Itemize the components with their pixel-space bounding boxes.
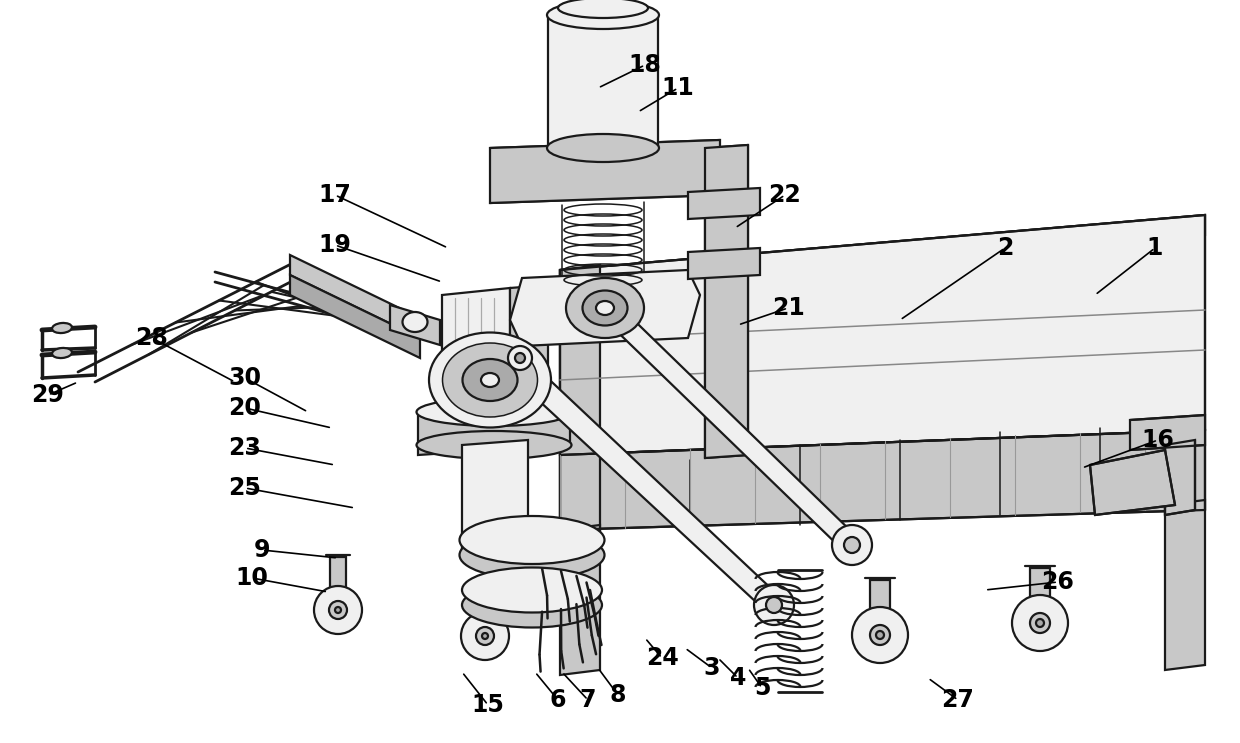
Ellipse shape [417,431,572,459]
Text: 26: 26 [1042,570,1074,594]
Text: 3: 3 [704,656,720,680]
Circle shape [1035,619,1044,627]
Polygon shape [688,248,760,279]
Polygon shape [1030,568,1050,603]
Text: 21: 21 [771,296,805,320]
Text: 6: 6 [549,688,567,712]
Polygon shape [560,265,600,535]
Text: 18: 18 [629,53,661,77]
Ellipse shape [481,373,498,387]
Ellipse shape [558,0,649,18]
Circle shape [754,585,794,625]
Ellipse shape [463,583,601,628]
Text: 24: 24 [646,646,678,670]
Polygon shape [477,583,494,615]
Ellipse shape [460,516,605,564]
Text: 25: 25 [228,476,262,500]
Ellipse shape [583,291,627,325]
Text: 2: 2 [997,236,1013,260]
Text: 17: 17 [319,183,351,207]
Polygon shape [418,402,570,455]
Polygon shape [1130,415,1205,450]
Text: 11: 11 [662,76,694,100]
Polygon shape [560,215,1205,290]
Circle shape [461,612,508,660]
Text: 19: 19 [319,233,351,257]
Text: 9: 9 [254,538,270,562]
Ellipse shape [463,359,517,401]
Text: 10: 10 [236,566,268,590]
Polygon shape [510,285,548,420]
Text: 27: 27 [941,688,975,712]
Circle shape [476,627,494,645]
Ellipse shape [463,568,601,612]
Polygon shape [290,275,420,358]
Polygon shape [290,255,420,338]
Polygon shape [706,145,748,458]
Circle shape [1012,595,1068,651]
Circle shape [832,525,872,565]
Circle shape [482,633,489,639]
Ellipse shape [52,323,72,333]
Polygon shape [490,140,720,203]
Circle shape [870,625,890,645]
Text: 4: 4 [730,666,746,690]
Text: 7: 7 [580,688,596,712]
Polygon shape [1090,450,1176,515]
Polygon shape [508,352,777,615]
Circle shape [314,586,362,634]
Text: 23: 23 [228,436,262,460]
Polygon shape [560,215,1205,455]
Text: 5: 5 [754,676,770,700]
Text: 20: 20 [228,396,262,420]
Text: 16: 16 [1142,428,1174,452]
Polygon shape [330,557,346,589]
Text: 15: 15 [471,693,505,717]
Text: 30: 30 [228,366,262,390]
Polygon shape [1166,440,1195,515]
Circle shape [875,631,884,639]
Polygon shape [510,270,701,346]
Text: 1: 1 [1147,236,1163,260]
Polygon shape [441,288,510,428]
Circle shape [508,346,532,370]
Circle shape [852,607,908,663]
Polygon shape [600,295,856,555]
Text: 29: 29 [31,383,64,407]
Circle shape [766,597,782,613]
Ellipse shape [417,398,572,426]
Polygon shape [870,580,890,615]
Ellipse shape [443,343,537,417]
Polygon shape [560,430,1205,530]
Ellipse shape [52,348,72,358]
Circle shape [1030,613,1050,633]
Polygon shape [391,305,440,345]
Text: 8: 8 [610,683,626,707]
Circle shape [329,601,347,619]
Text: 28: 28 [135,326,169,350]
Polygon shape [560,525,600,675]
Ellipse shape [547,1,658,29]
Ellipse shape [429,333,551,427]
Ellipse shape [565,278,644,338]
Circle shape [515,353,525,363]
Polygon shape [1166,500,1205,670]
Polygon shape [463,440,528,555]
Ellipse shape [547,134,658,162]
Polygon shape [548,15,658,148]
Circle shape [844,537,861,553]
Ellipse shape [460,531,605,579]
Circle shape [335,607,341,613]
Polygon shape [688,188,760,219]
Ellipse shape [403,312,428,332]
Text: 22: 22 [769,183,801,207]
Ellipse shape [596,301,614,315]
